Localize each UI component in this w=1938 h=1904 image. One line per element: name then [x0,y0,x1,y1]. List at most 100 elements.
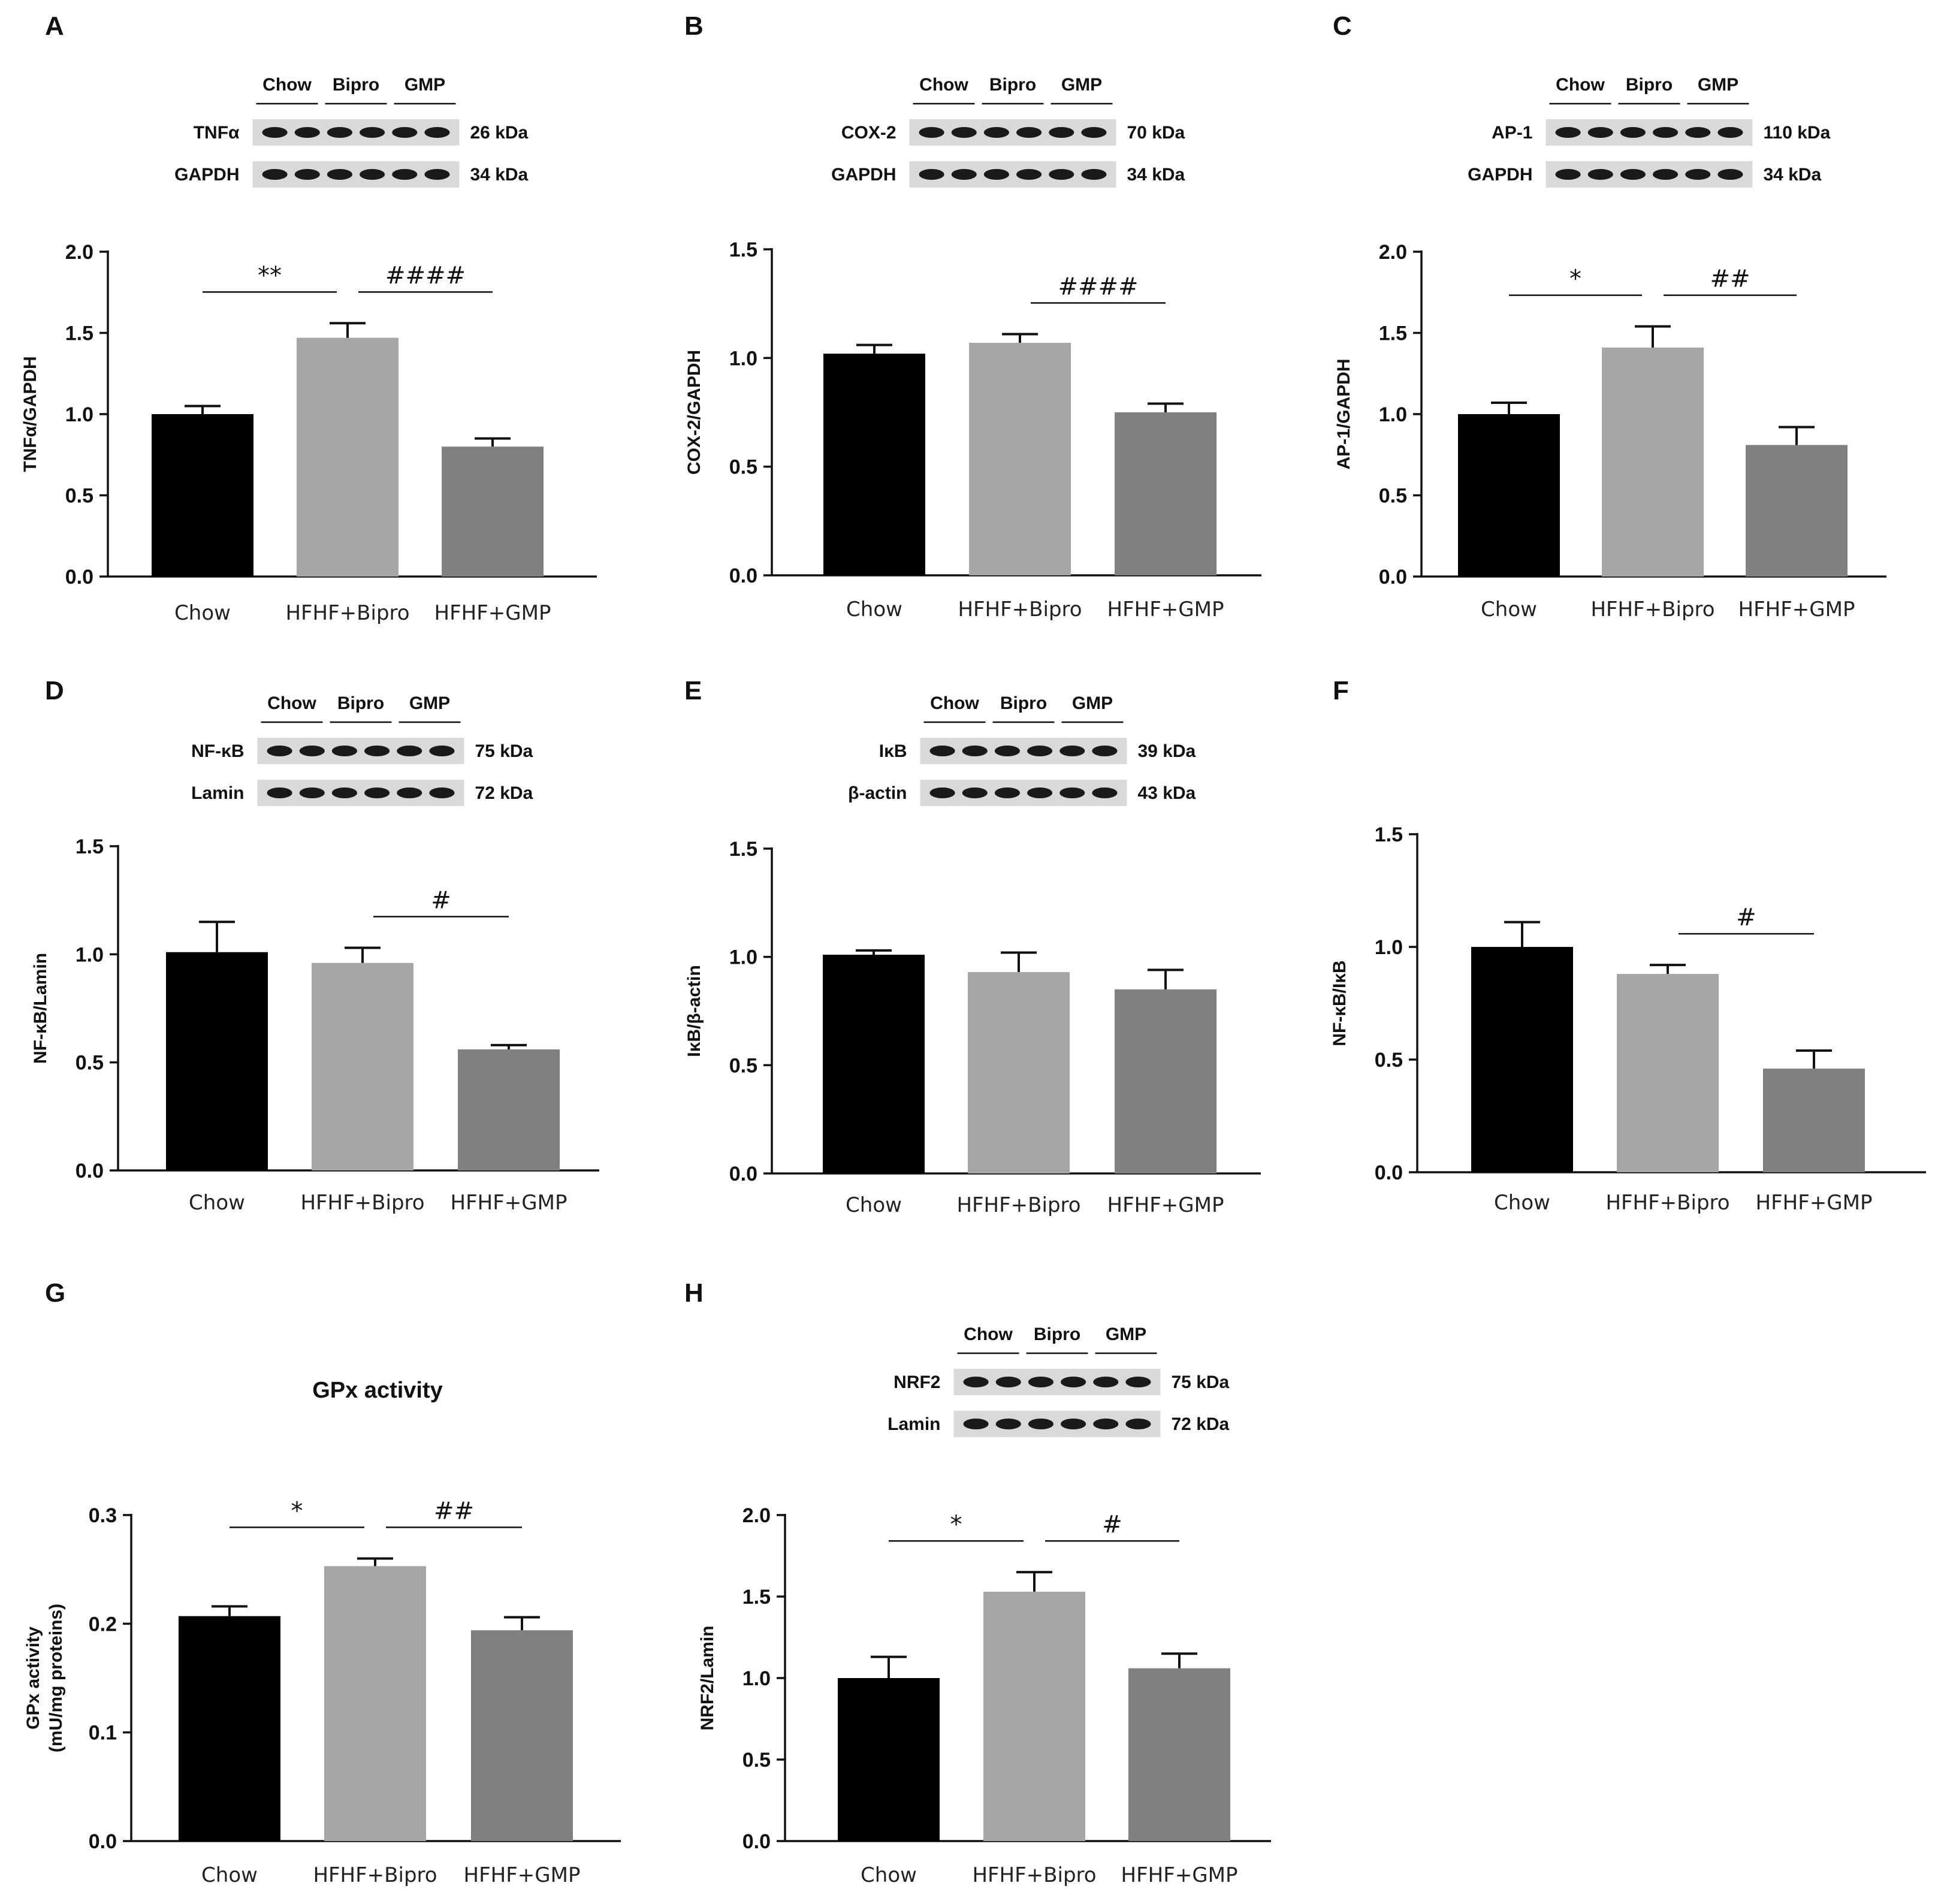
y-axis-title: TNFα/GAPDH [20,356,40,472]
blot-group-label: Bipro [1000,693,1047,713]
blot-band [262,169,288,180]
blot-band [929,787,955,798]
blot-band [267,746,292,756]
blot-group-label: Chow [267,693,316,713]
blot-group-label: GMP [1072,693,1113,713]
blot-band [995,1377,1021,1387]
x-category-label: HFHF+GMP [451,1191,567,1215]
blot-band [397,787,422,798]
blot-band [951,127,977,138]
bar-chow [838,1678,940,1841]
blot-size-label: 39 kDa [1138,741,1196,761]
blot-group-label: Bipro [1034,1324,1080,1344]
blot-band [1028,1377,1053,1387]
blot-band [364,746,390,756]
y-axis-title: NF-κB/Lamin [31,953,50,1064]
significance-marker: #### [1058,273,1138,300]
chart-title: GPx activity [312,1378,443,1403]
bar-hfhf-gmp [1115,412,1216,575]
x-category-label: HFHF+Bipro [1590,598,1714,621]
blot-group-label: GMP [1698,75,1738,95]
blot-band [429,746,455,756]
y-tick-label: 0.5 [729,1054,757,1077]
blot-protein-label: NRF2 [893,1372,940,1392]
x-category-label: HFHF+Bipro [300,1191,424,1215]
y-tick-label: 0.0 [1379,566,1407,589]
panel-e: E Chow Bipro GMP IκB 39 kDa β-actin 43 kDa 0.0 0.… [684,676,1261,1217]
blot-size-label: 43 kDa [1138,783,1196,803]
blot-band [1620,127,1646,138]
y-tick-label: 0.3 [89,1504,117,1527]
bar-hfhf-bipro [324,1566,426,1841]
blot-protein-label: Lamin [191,783,244,803]
bar-hfhf-gmp [1763,1069,1865,1172]
blot-group-label: Chow [930,693,979,713]
y-axis-title: NF-κB/IκB [1330,960,1350,1046]
bar-hfhf-gmp [471,1630,573,1841]
bar-hfhf-gmp [458,1049,560,1170]
blot-band [983,127,1009,138]
blot-band [1125,1377,1151,1387]
panel-letter: F [1333,676,1349,705]
blot-band [364,787,390,798]
blot-band [327,169,353,180]
blot-band [1049,169,1074,180]
blot-band [994,787,1020,798]
significance-marker: # [431,887,451,915]
x-category-label: Chow [846,598,902,621]
bar-hfhf-bipro [312,962,413,1170]
western-blot: Chow Bipro GMP AP-1 110 kDa GAPDH 34 kDa [1468,75,1831,188]
blot-group-label: GMP [1061,75,1102,95]
blot-band [1028,1419,1053,1429]
blot-group-label: Bipro [337,693,384,713]
y-tick-label: 2.0 [65,241,93,264]
blot-protein-label: AP-1 [1492,123,1532,143]
western-blot: Chow Bipro GMP TNFα 26 kDa GAPDH 34 kDa [174,75,529,188]
y-axis-title-line: GPx activity [23,1627,43,1730]
blot-band [1093,1419,1119,1429]
y-tick-label: 1.5 [729,838,757,861]
blot-band [1653,127,1679,138]
y-tick-label: 0.0 [742,1830,771,1853]
y-tick-label: 0.5 [729,456,757,479]
western-blot: Chow Bipro GMP IκB 39 kDa β-actin 43 kDa [848,693,1196,806]
y-tick-label: 2.0 [1379,241,1407,264]
blot-protein-label: GAPDH [174,165,239,185]
blot-band [331,787,358,798]
significance-marker: ## [434,1498,474,1525]
y-axis-title: COX-2/GAPDH [684,350,704,475]
y-tick-label: 0.5 [76,1052,104,1075]
western-blot: Chow Bipro GMP COX-2 70 kDa GAPDH 34 kDa [831,75,1185,188]
y-tick-label: 0.5 [1379,485,1407,508]
blot-band [919,127,944,138]
significance-marker: * [291,1498,303,1525]
panel-letter: C [1333,11,1352,41]
blot-band [995,1419,1021,1429]
x-category-label: Chow [1481,598,1537,621]
y-axis-title: IκB/β-actin [684,965,704,1057]
y-tick-label: 0.5 [1375,1049,1403,1072]
y-axis-title: GPx activity (mU/mg proteins) [23,1604,66,1752]
bar-chow [1458,414,1560,577]
bar-chow [823,354,925,575]
blot-band [267,787,292,798]
blot-band [1059,787,1085,798]
y-tick-label: 1.5 [76,835,104,858]
panel-h: H Chow Bipro GMP NRF2 75 kDa Lamin 72 kDa 0.0 0.5… [684,1278,1271,1887]
panel-b: B Chow Bipro GMP COX-2 70 kDa GAPDH 34 kDa 0.0 0.… [684,11,1261,621]
x-category-label: Chow [201,1863,258,1887]
bar-hfhf-bipro [969,342,1071,575]
blot-band [397,746,422,756]
bar-chow [166,952,268,1170]
blot-band [1587,169,1613,180]
blot-protein-label: GAPDH [831,165,896,185]
blot-band [963,1377,989,1387]
blot-protein-label: TNFα [194,123,240,143]
x-category-label: HFHF+GMP [1756,1191,1873,1215]
significance-marker: ** [258,262,282,289]
y-tick-label: 0.0 [1375,1161,1403,1184]
blot-band [429,787,455,798]
bar-chow [1471,947,1573,1172]
significance-marker: ## [1710,265,1750,293]
y-tick-label: 1.0 [76,943,104,966]
